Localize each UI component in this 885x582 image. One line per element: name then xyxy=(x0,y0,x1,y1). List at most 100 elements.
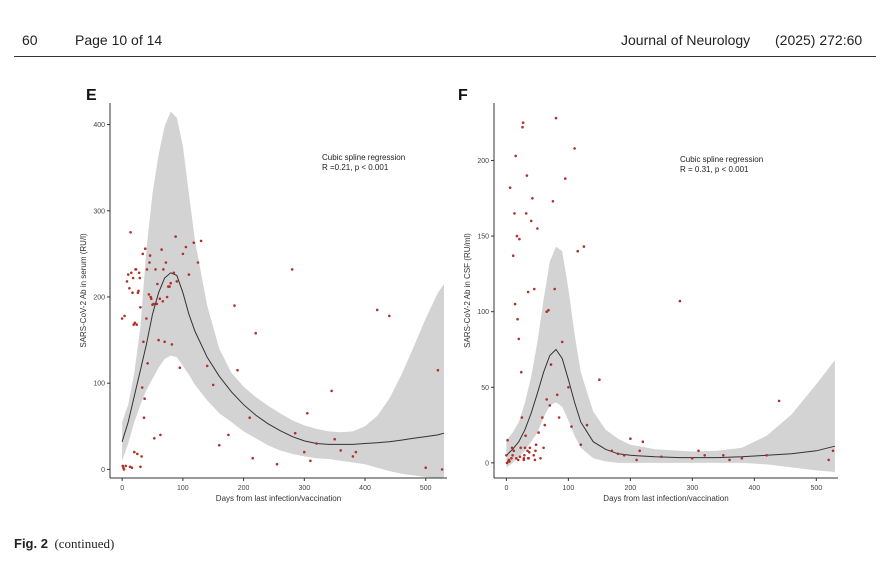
y-tick-label: 100 xyxy=(93,381,105,388)
spline-line xyxy=(121,272,445,445)
x-tick-label: 500 xyxy=(810,485,822,492)
data-point xyxy=(236,368,239,372)
data-point xyxy=(777,399,781,403)
data-point xyxy=(526,290,530,294)
data-point xyxy=(187,273,191,276)
data-point xyxy=(134,268,138,271)
data-point xyxy=(130,271,133,275)
panel-label: F xyxy=(458,87,468,104)
data-point xyxy=(585,423,589,427)
data-point xyxy=(529,219,533,223)
y-tick-label: 100 xyxy=(477,309,489,316)
x-tick-label: 200 xyxy=(238,485,250,492)
data-point xyxy=(635,458,638,462)
data-point xyxy=(142,340,145,344)
data-point xyxy=(136,452,139,456)
data-point xyxy=(125,280,129,283)
data-point xyxy=(510,457,513,460)
data-point xyxy=(534,443,538,447)
data-point xyxy=(138,276,142,280)
confidence-band xyxy=(122,111,444,478)
data-point xyxy=(303,450,306,454)
data-point xyxy=(154,268,157,271)
data-point xyxy=(513,212,516,215)
data-point xyxy=(564,177,567,180)
data-point xyxy=(122,468,126,471)
x-tick-label: 500 xyxy=(420,485,432,492)
data-point xyxy=(330,389,333,393)
data-point xyxy=(131,276,135,280)
data-point xyxy=(251,456,254,460)
y-tick-label: 0 xyxy=(485,460,489,467)
data-point xyxy=(524,212,528,215)
data-point xyxy=(678,299,682,303)
data-point xyxy=(424,466,428,470)
data-point xyxy=(629,437,632,441)
data-point xyxy=(582,245,586,248)
data-point xyxy=(440,468,444,471)
data-point xyxy=(141,252,145,256)
data-point xyxy=(436,368,440,372)
data-point xyxy=(145,317,148,320)
page-header: 60 Page 10 of 14 Journal of Neurology (2… xyxy=(0,0,885,58)
data-point xyxy=(199,239,203,243)
data-point xyxy=(525,174,529,177)
data-point xyxy=(508,186,512,189)
data-point xyxy=(157,338,160,342)
data-point xyxy=(196,261,200,264)
data-point xyxy=(534,449,537,453)
data-point xyxy=(169,281,172,285)
data-point xyxy=(512,449,516,453)
data-point xyxy=(547,308,550,312)
data-point xyxy=(148,254,152,257)
x-tick-label: 400 xyxy=(359,485,371,492)
data-point xyxy=(616,452,620,456)
data-point xyxy=(567,386,570,389)
data-point xyxy=(831,449,835,453)
data-point xyxy=(697,449,700,453)
data-point xyxy=(531,197,534,200)
data-point xyxy=(163,340,166,344)
data-point xyxy=(765,454,768,457)
data-point xyxy=(172,271,176,275)
y-tick-label: 200 xyxy=(477,158,489,165)
confidence-band xyxy=(506,246,835,472)
data-point xyxy=(146,362,149,365)
page-label: Page 10 of 14 xyxy=(75,32,163,48)
data-point xyxy=(153,437,156,440)
data-point xyxy=(560,340,564,344)
data-point xyxy=(145,268,149,271)
data-point xyxy=(133,321,137,325)
data-point xyxy=(139,306,142,309)
data-point xyxy=(728,458,731,462)
data-point xyxy=(516,317,519,321)
data-point xyxy=(175,280,179,283)
data-point xyxy=(233,304,236,307)
data-point xyxy=(290,268,294,271)
data-point xyxy=(641,440,645,444)
data-point xyxy=(521,121,525,124)
x-tick-label: 300 xyxy=(298,485,310,492)
data-point xyxy=(573,147,576,150)
y-tick-label: 50 xyxy=(481,385,489,392)
regression-annotation: Cubic spline regression xyxy=(680,155,763,164)
data-point xyxy=(703,454,706,457)
data-point xyxy=(536,227,539,230)
data-point xyxy=(123,314,126,318)
data-point xyxy=(133,450,136,454)
x-tick-label: 300 xyxy=(686,485,698,492)
data-point xyxy=(137,289,140,293)
data-point xyxy=(518,237,521,241)
data-point xyxy=(517,337,521,341)
data-point xyxy=(158,297,162,301)
data-point xyxy=(510,446,514,450)
regression-annotation: Cubic spline regression xyxy=(322,153,405,162)
data-point xyxy=(505,461,509,465)
data-point xyxy=(579,443,583,447)
data-point xyxy=(184,245,188,249)
caption-text: (continued) xyxy=(54,536,115,551)
data-point xyxy=(156,282,159,286)
data-point xyxy=(532,454,535,457)
y-tick-label: 0 xyxy=(101,467,105,474)
data-point xyxy=(523,446,527,450)
